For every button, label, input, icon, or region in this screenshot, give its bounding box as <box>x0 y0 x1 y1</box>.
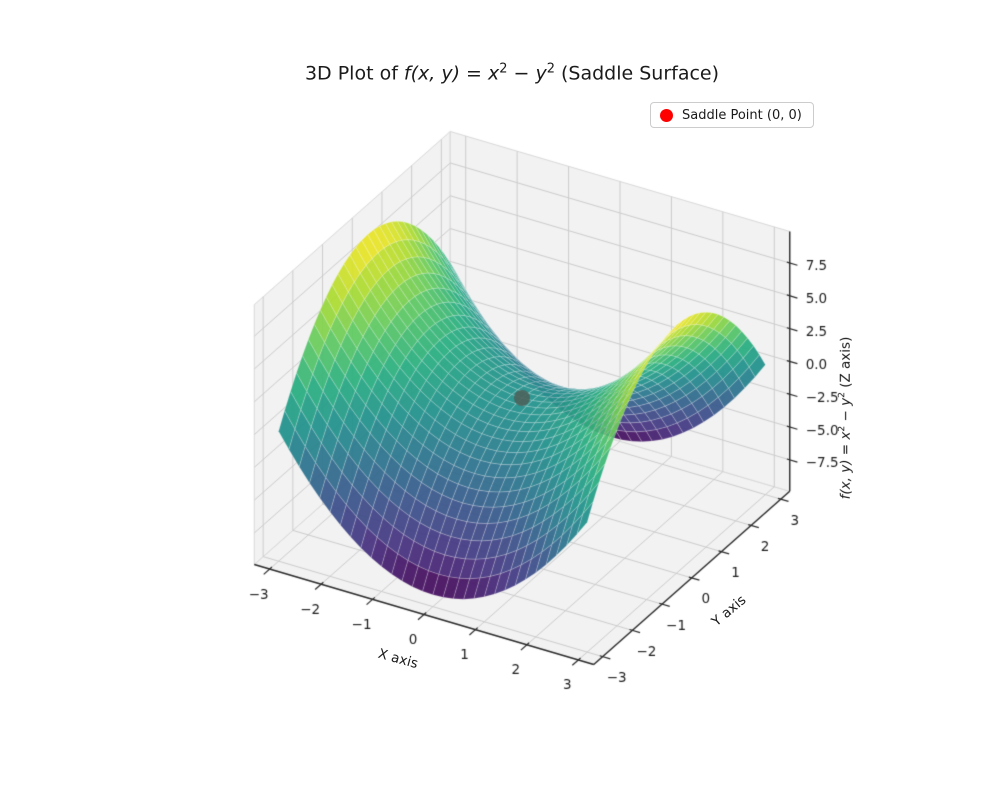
z-axis-label: f(x, y) = x2 − y2 (Z axis) <box>836 336 854 500</box>
legend-label: Saddle Point (0, 0) <box>682 107 802 123</box>
legend-marker-icon <box>660 108 673 122</box>
plot-title: 3D Plot of f(x, y) = x2 − y2 (Saddle Sur… <box>304 61 720 85</box>
legend: Saddle Point (0, 0) <box>650 102 814 128</box>
